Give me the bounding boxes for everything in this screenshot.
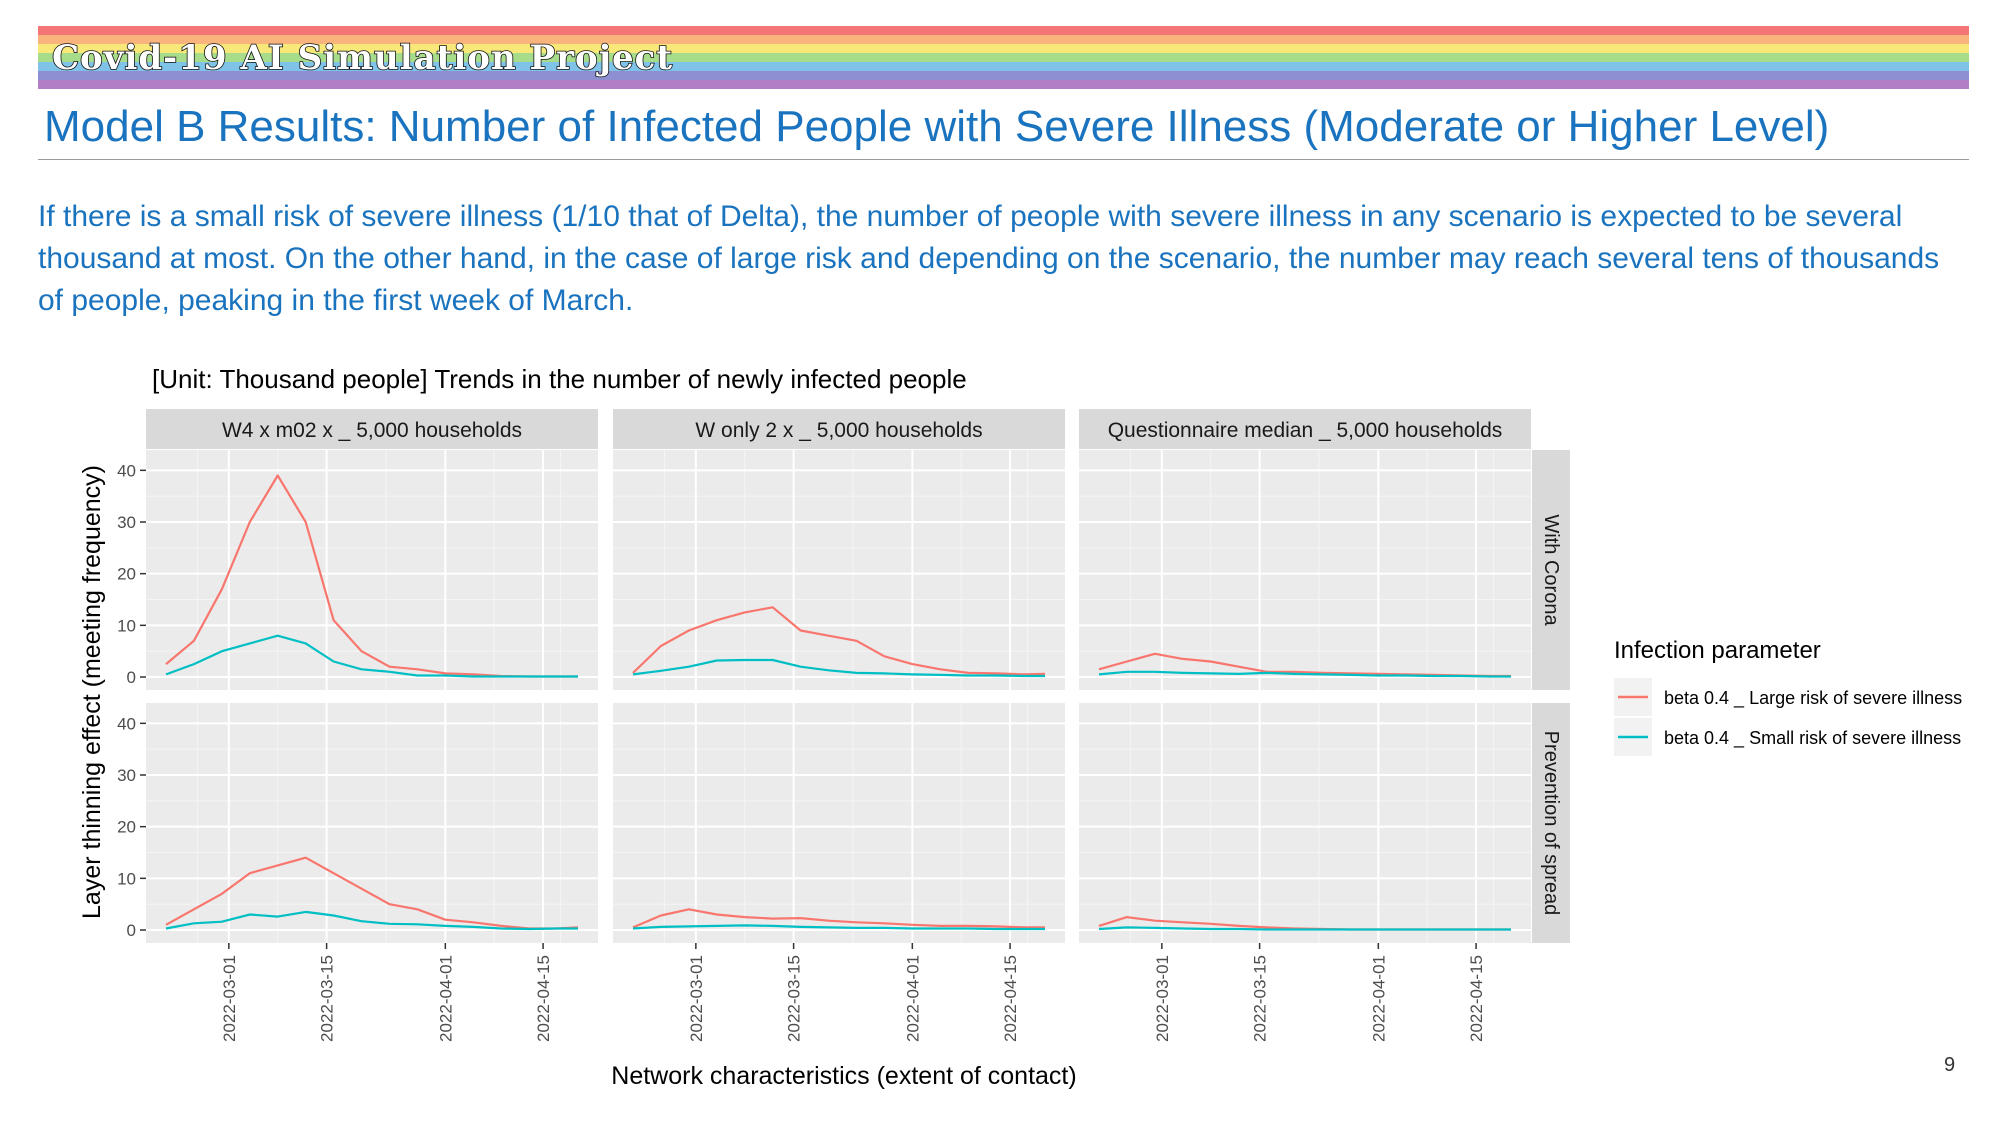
x-tick-label: 2022-03-15 — [785, 955, 804, 1042]
facet-strip-column — [1079, 409, 1531, 449]
series-line-small-risk — [1098, 670, 1511, 678]
series-line-large-risk — [632, 908, 1045, 929]
slide-title: Model B Results: Number of Infected Peop… — [44, 102, 1830, 151]
panel-background — [146, 450, 598, 690]
facet-label-row: With Corona — [1540, 514, 1562, 626]
panel-background — [613, 703, 1065, 943]
page-number: 9 — [1944, 1054, 1956, 1076]
series-line-large-risk — [632, 606, 1046, 676]
rainbow-banner — [38, 26, 1969, 89]
title-divider — [38, 159, 1969, 160]
y-tick-label: 40 — [117, 714, 136, 733]
rainbow-stripe — [38, 53, 1969, 62]
facet-strip-column — [146, 409, 598, 449]
x-tick-label: 2022-03-15 — [1251, 955, 1270, 1042]
rainbow-stripe — [38, 62, 1969, 71]
rainbow-stripe — [38, 44, 1969, 53]
x-tick-label: 2022-03-15 — [318, 955, 337, 1042]
x-tick-label: 2022-04-15 — [1467, 955, 1486, 1042]
x-axis-title: Network characteristics (extent of conta… — [611, 1062, 1076, 1090]
series-line-small-risk — [165, 910, 578, 931]
legend-title: Infection parameter — [1614, 637, 1821, 664]
panel-background — [1079, 450, 1531, 690]
y-tick-label: 20 — [117, 818, 136, 837]
y-tick-label: 40 — [117, 461, 136, 480]
series-line-small-risk — [632, 924, 1045, 931]
facet-label-column: W only 2 x _ 5,000 households — [695, 419, 982, 442]
x-tick-label: 2022-04-01 — [436, 955, 455, 1042]
y-tick-label: 0 — [127, 921, 136, 940]
facet-strip-row — [1532, 450, 1570, 690]
x-tick-label: 2022-04-15 — [534, 955, 553, 1042]
y-tick-label: 10 — [117, 616, 136, 635]
panel-background — [146, 703, 598, 943]
x-tick-label: 2022-04-15 — [1001, 955, 1020, 1042]
project-title: Covid-19 AI Simulation Project — [51, 37, 674, 79]
facet-strip-column — [613, 409, 1065, 449]
panel-background — [1079, 703, 1531, 943]
legend-label: beta 0.4 _ Large risk of severe illness — [1664, 688, 1962, 709]
series-line-large-risk — [165, 856, 579, 930]
x-tick-label: 2022-03-01 — [687, 955, 706, 1042]
series-line-small-risk — [632, 658, 1045, 678]
x-tick-label: 2022-04-01 — [1369, 955, 1388, 1042]
facet-label-column: W4 x m02 x _ 5,000 households — [222, 419, 522, 442]
rainbow-stripe — [38, 35, 1969, 44]
x-tick-label: 2022-04-01 — [903, 955, 922, 1042]
series-line-small-risk — [1098, 926, 1511, 931]
facet-label-row: Prevention of spread — [1540, 731, 1562, 916]
chart-title: [Unit: Thousand people] Trends in the nu… — [152, 364, 967, 394]
y-tick-label: 30 — [117, 766, 136, 785]
slide-description: If there is a small risk of severe illne… — [38, 200, 1940, 317]
x-tick-label: 2022-03-01 — [220, 955, 239, 1042]
facet-label-column: Questionnaire median _ 5,000 households — [1108, 419, 1503, 442]
y-axis-title: Layer thinning effect (meeting frequency… — [78, 465, 106, 919]
panel-background — [613, 450, 1065, 690]
rainbow-stripe — [38, 26, 1969, 35]
facet-strip-row — [1532, 703, 1570, 943]
legend-label: beta 0.4 _ Small risk of severe illness — [1664, 728, 1961, 749]
y-tick-label: 30 — [117, 513, 136, 532]
rainbow-stripe — [38, 80, 1969, 89]
x-tick-label: 2022-03-01 — [1153, 955, 1172, 1042]
rainbow-stripe — [38, 71, 1969, 80]
series-line-small-risk — [165, 634, 578, 678]
y-tick-label: 20 — [117, 565, 136, 584]
y-tick-label: 10 — [117, 869, 136, 888]
y-tick-label: 0 — [127, 668, 136, 687]
